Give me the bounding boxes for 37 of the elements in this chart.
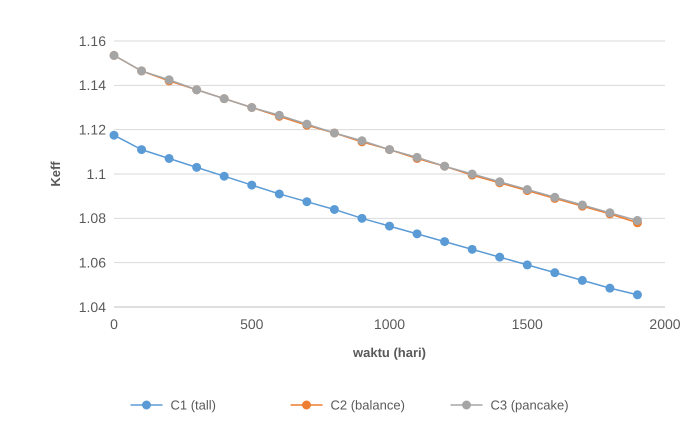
x-tick-label: 1500 (512, 316, 544, 332)
point (495, 252, 504, 262)
legend-label: C2 (balance) (330, 398, 405, 413)
legend-label: C1 (tall) (170, 398, 216, 413)
point (247, 180, 256, 190)
point (468, 244, 477, 254)
point (605, 284, 614, 293)
y-tick-label: 1.1 (86, 166, 106, 182)
point (412, 229, 422, 238)
y-tick-label: 1.12 (78, 122, 106, 138)
x-tick-label: 1000 (374, 316, 406, 332)
y-tick-label: 1.06 (78, 254, 106, 271)
point (385, 222, 394, 231)
point (274, 189, 284, 198)
point (302, 197, 312, 206)
point (357, 214, 366, 223)
point (632, 290, 642, 300)
y-tick-label: 1.14 (78, 77, 106, 94)
point (137, 145, 146, 154)
y-axis-title: Keff (48, 160, 63, 187)
x-axis-title: waktu (hari) (352, 345, 426, 360)
x-tick-label: 2000 (649, 316, 681, 332)
point (164, 154, 174, 163)
y-tick-label: 1.04 (78, 298, 106, 315)
point (192, 162, 202, 172)
point (110, 130, 118, 140)
x-tick-label: 500 (240, 316, 264, 332)
point (550, 268, 560, 278)
legend-label: C3 (pancake) (490, 398, 569, 413)
point (522, 260, 532, 270)
point (330, 204, 339, 214)
point (220, 172, 229, 181)
point (440, 237, 450, 246)
y-tick-label: 1.08 (78, 210, 106, 226)
x-tick-label: 0 (110, 316, 118, 332)
y-tick-label: 1.16 (78, 32, 106, 49)
point (578, 276, 587, 285)
